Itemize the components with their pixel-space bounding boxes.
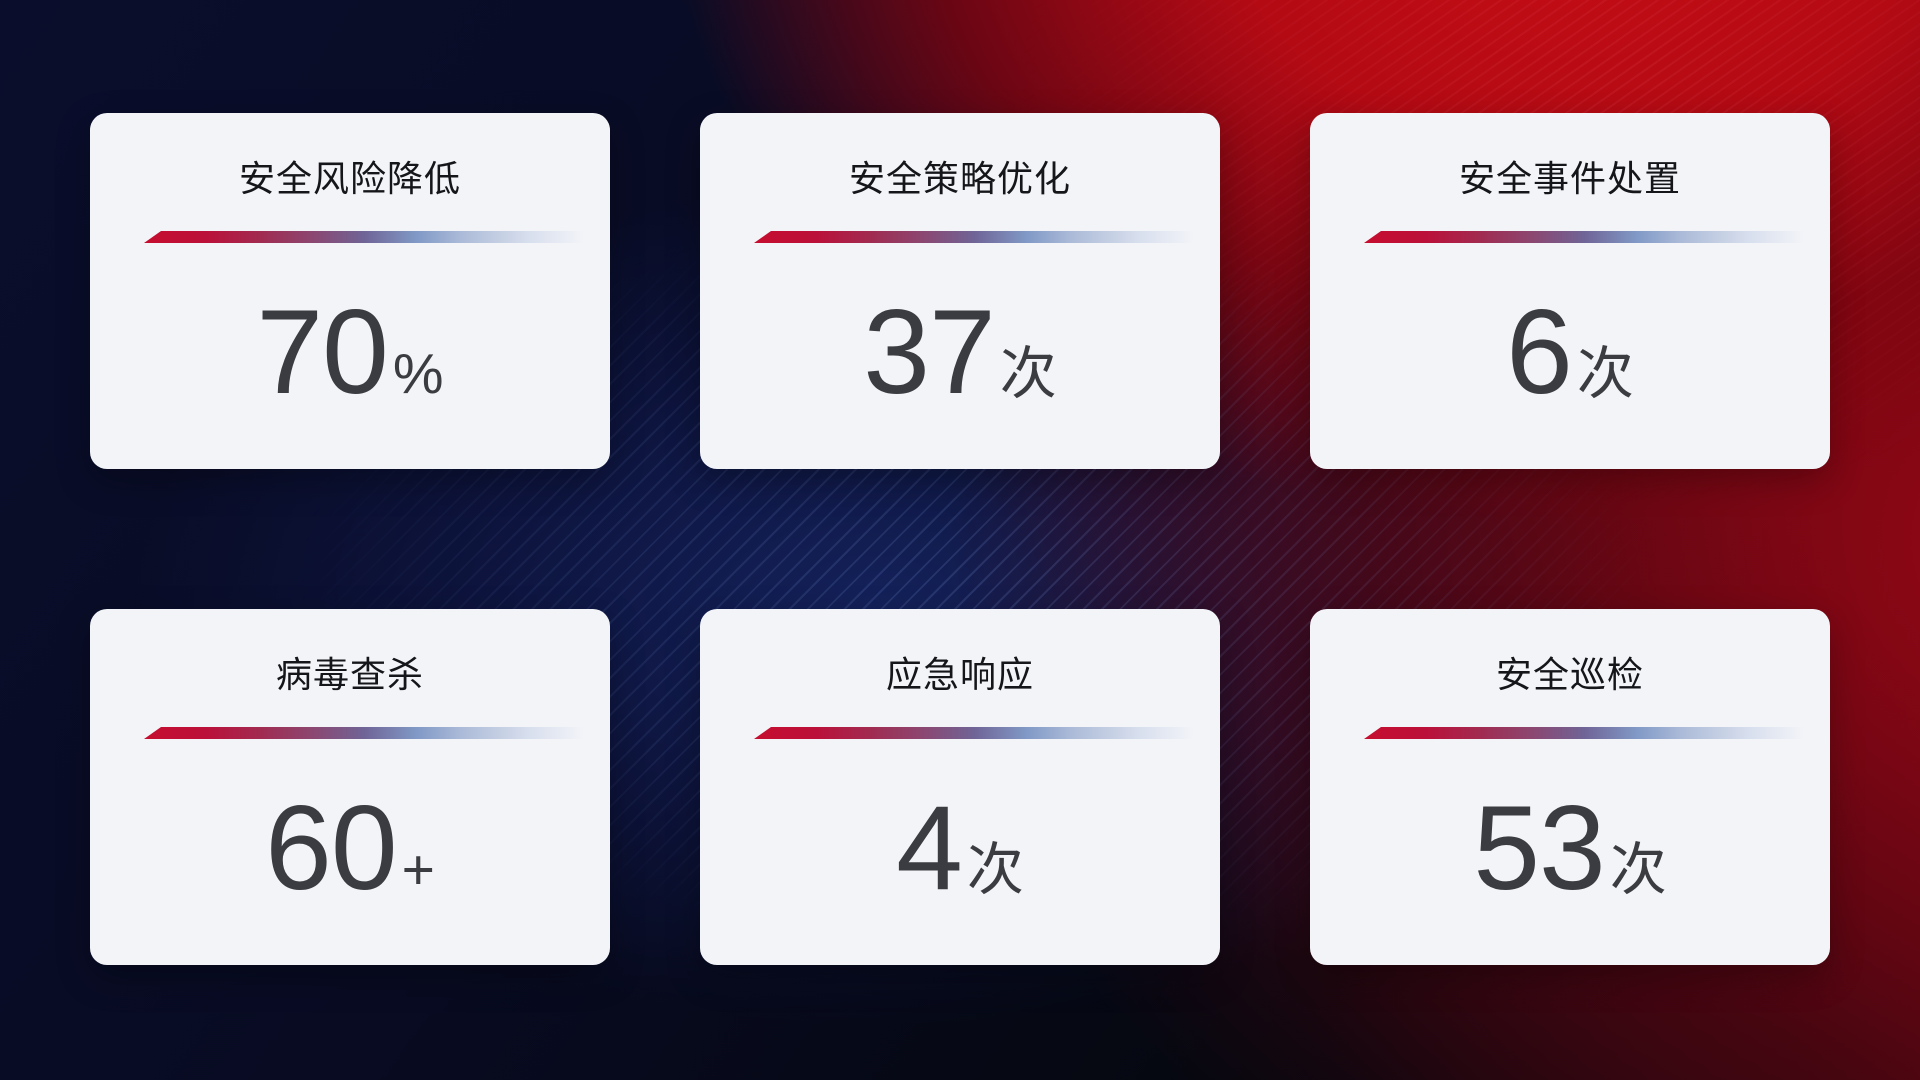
stat-value-group: 60 + — [90, 773, 610, 923]
stat-value: 70 — [256, 285, 388, 419]
stat-value-group: 53 次 — [1310, 773, 1830, 923]
stat-value-group: 4 次 — [700, 773, 1220, 923]
stat-value-group: 37 次 — [700, 277, 1220, 427]
accent-divider — [754, 727, 1194, 739]
accent-divider — [144, 231, 584, 243]
card-emergency-response: 应急响应 4 次 — [700, 609, 1220, 965]
accent-divider — [144, 727, 584, 739]
card-policy-optimization: 安全策略优化 37 次 — [700, 113, 1220, 469]
stat-value: 37 — [863, 285, 995, 419]
card-title: 病毒查杀 — [275, 654, 424, 695]
card-title: 安全事件处置 — [1458, 158, 1681, 199]
card-risk-reduction: 安全风险降低 70 % — [90, 113, 610, 469]
stat-value-group: 70 % — [90, 277, 610, 427]
stat-unit: + — [401, 838, 435, 902]
stat-value: 4 — [896, 781, 963, 915]
stat-unit: 次 — [1609, 838, 1667, 902]
stat-unit: % — [392, 342, 444, 406]
stat-value-group: 6 次 — [1310, 277, 1830, 427]
stat-unit: 次 — [1576, 342, 1634, 406]
accent-divider — [1364, 727, 1804, 739]
card-security-inspection: 安全巡检 53 次 — [1310, 609, 1830, 965]
accent-divider — [754, 231, 1194, 243]
stat-unit: 次 — [999, 342, 1057, 406]
accent-divider — [1364, 231, 1804, 243]
stat-unit: 次 — [966, 838, 1024, 902]
card-title: 安全策略优化 — [848, 158, 1071, 199]
card-title: 安全风险降低 — [238, 158, 461, 199]
stat-value: 53 — [1473, 781, 1605, 915]
card-incident-handling: 安全事件处置 6 次 — [1310, 113, 1830, 469]
stat-value: 6 — [1506, 285, 1573, 419]
card-title: 安全巡检 — [1495, 654, 1644, 695]
card-title: 应急响应 — [885, 654, 1034, 695]
stat-card-grid: 安全风险降低 70 % 安全策略优化 37 次 安全事件处置 6 次 病毒查 — [90, 113, 1830, 965]
card-virus-scan: 病毒查杀 60 + — [90, 609, 610, 965]
stat-value: 60 — [265, 781, 397, 915]
